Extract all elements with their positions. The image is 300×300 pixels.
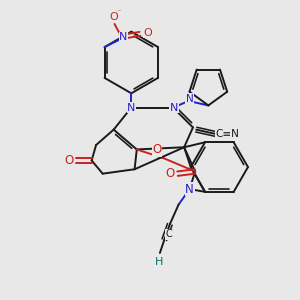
Text: O: O [165,167,174,180]
Text: N: N [127,103,136,112]
Text: N: N [170,103,178,112]
Text: O: O [143,28,152,38]
Text: N: N [186,94,194,104]
Text: N: N [185,183,194,196]
Text: N: N [119,32,128,42]
Text: C≡N: C≡N [215,129,239,139]
Text: C: C [165,229,172,239]
Text: ⁻: ⁻ [117,7,121,16]
Text: O: O [109,12,118,22]
Text: H: H [154,257,163,267]
Text: O: O [64,154,73,167]
Text: O: O [152,143,162,156]
